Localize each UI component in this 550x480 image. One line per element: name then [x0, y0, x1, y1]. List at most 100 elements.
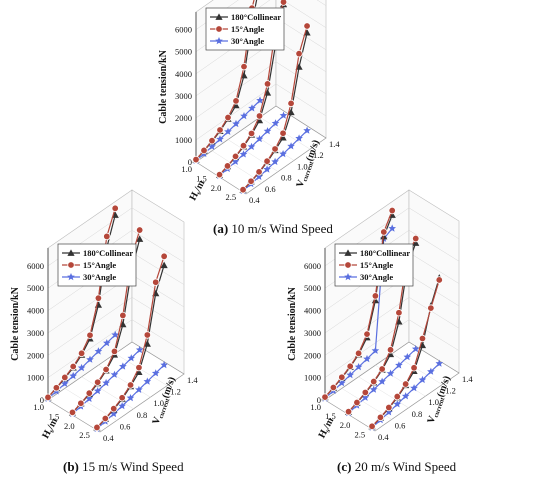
data-point — [271, 145, 279, 153]
data-point — [103, 232, 111, 241]
z-tick-label: 1000 — [304, 373, 321, 383]
caption-c-text: 20 m/s Wind Speed — [354, 459, 457, 474]
x-tick-label: 1.0 — [310, 402, 321, 412]
z-gridline — [195, 83, 327, 141]
data-point — [160, 252, 168, 261]
data-point — [279, 0, 288, 6]
data-point — [411, 345, 420, 353]
data-point — [435, 359, 444, 367]
legend-label: 30°Angle — [231, 36, 264, 46]
data-point — [271, 119, 280, 127]
data-point — [370, 377, 378, 386]
legend-marker — [215, 25, 223, 33]
data-point — [344, 407, 353, 416]
data-point — [248, 104, 256, 112]
data-point — [69, 362, 77, 371]
z-tick-label: 2000 — [304, 350, 321, 360]
y-tick-label: 1.4 — [462, 374, 473, 384]
legend-marker — [344, 249, 352, 256]
data-point — [240, 62, 248, 71]
data-point — [135, 385, 143, 393]
data-point — [223, 162, 232, 170]
data-point — [77, 363, 86, 372]
data-point — [279, 150, 287, 158]
data-point — [361, 388, 370, 397]
caption-b-letter: (b) — [63, 459, 79, 474]
data-point — [224, 127, 232, 135]
x-axis-label: Hs/m — [317, 415, 338, 440]
chart-b: 0 1000 2000 3000 4000 5000 6000 Cable tension/k… — [10, 189, 198, 443]
z-tick-label: 4000 — [175, 69, 192, 79]
z-tick-label: 6000 — [27, 261, 44, 271]
data-point — [361, 393, 370, 401]
z-tick-label: 3000 — [304, 328, 321, 338]
z-tick-label: 4000 — [27, 306, 44, 316]
z-tick-label: 1000 — [27, 373, 44, 383]
data-point — [395, 361, 403, 369]
data-point — [263, 127, 272, 135]
data-point — [435, 276, 443, 284]
legend: 180°Collinear 15°Angle 30°Angle — [334, 243, 414, 287]
data-point — [263, 157, 271, 165]
data-point — [353, 398, 361, 407]
legend-marker — [215, 13, 223, 20]
x-tick-label: 1.5 — [49, 411, 60, 421]
data-point — [255, 112, 264, 120]
z-gridline — [47, 319, 185, 378]
y-tick-label: 0.8 — [137, 410, 148, 420]
data-point — [256, 96, 264, 104]
caption-c-letter: (c) — [337, 459, 352, 474]
x-tick-label: 2.5 — [354, 429, 365, 439]
floor — [47, 341, 185, 433]
data-point — [418, 375, 427, 384]
data-point — [393, 400, 402, 408]
caption-c: (c) 20 m/s Wind Speed — [337, 459, 456, 475]
data-point — [119, 362, 127, 370]
z-tick-label: 5000 — [175, 47, 192, 57]
x-tick-label: 2.5 — [79, 430, 90, 440]
z-tick-label: 0 — [317, 395, 321, 405]
data-point — [271, 157, 279, 165]
data-point — [378, 365, 386, 373]
data-point — [103, 339, 111, 347]
z-tick-label: 2000 — [175, 113, 192, 123]
floor-gridline — [358, 376, 409, 409]
legend-marker — [344, 273, 352, 281]
legend-label: 15°Angle — [83, 260, 116, 270]
data-point — [136, 235, 144, 242]
data-point — [200, 146, 208, 155]
data-point — [110, 347, 119, 356]
series-angle30 — [192, 96, 311, 194]
y-tick-label: 1.0 — [153, 398, 164, 408]
data-point — [295, 49, 303, 58]
data-point — [321, 393, 329, 401]
data-point — [93, 378, 102, 386]
legend-label: 15°Angle — [231, 24, 264, 34]
data-point — [101, 414, 110, 423]
data-point — [385, 403, 393, 412]
data-point — [247, 177, 255, 185]
data-point — [216, 135, 224, 143]
data-point — [85, 389, 93, 397]
back-wall — [408, 189, 460, 374]
data-point — [263, 80, 272, 88]
y-tick-label: 0.6 — [265, 184, 276, 194]
caption-b-text: 15 m/s Wind Speed — [82, 459, 184, 474]
data-point — [388, 224, 396, 232]
data-point — [393, 392, 401, 401]
x-axis-label: Hs/m — [188, 178, 209, 203]
legend-label: 180°Collinear — [360, 248, 410, 258]
data-point — [102, 378, 110, 387]
data-point — [368, 422, 376, 430]
legend: 180°Collinear 15°Angle 30°Angle — [57, 243, 137, 287]
z-gridline — [324, 319, 460, 378]
y-tick-label: 0.4 — [249, 195, 260, 205]
z-tick-label: 3000 — [27, 328, 44, 338]
data-point — [388, 206, 396, 215]
z-tick-label: 4000 — [304, 306, 321, 316]
data-point — [127, 354, 136, 362]
x-tick-label: 1.5 — [325, 411, 336, 421]
x-tick-label: 1.5 — [196, 173, 207, 183]
data-point — [119, 311, 127, 320]
y-tick-label: 1.4 — [187, 375, 198, 385]
